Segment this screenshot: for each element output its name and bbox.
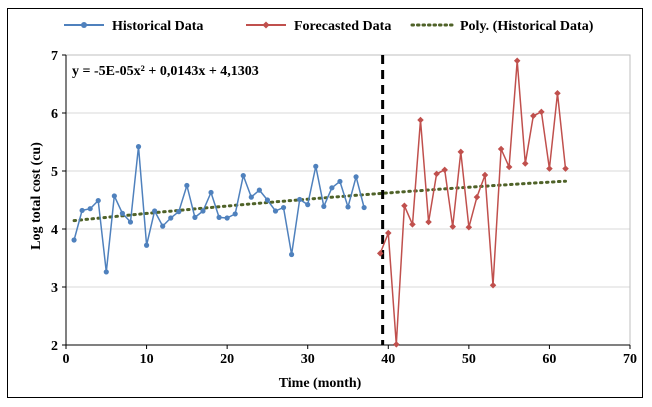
forecasted-data-point	[546, 165, 553, 172]
historical-data-point	[119, 210, 125, 216]
y-axis-title: Log total cost (cu)	[29, 142, 44, 250]
forecasted-data-point	[449, 223, 456, 230]
historical-data-point	[176, 209, 182, 215]
plot-border	[62, 54, 631, 349]
historical-data-point	[87, 206, 93, 212]
historical-data-point	[71, 237, 77, 243]
historical-data-point	[79, 207, 85, 214]
historical-data-point	[224, 215, 230, 221]
forecasted-data-point	[465, 224, 473, 231]
historical-data-point	[264, 197, 271, 203]
forecasted-data-point	[497, 145, 505, 153]
historical-data-point	[160, 223, 166, 229]
gridlines	[66, 112, 630, 288]
x-tick-label: 30	[301, 352, 315, 367]
y-tick-label: 5	[51, 165, 58, 180]
legend-historical-marker	[81, 22, 87, 28]
forecasted-data-point	[481, 171, 489, 179]
historical-data-point	[95, 197, 101, 204]
x-tick-label: 70	[623, 352, 637, 367]
plot-area-border	[65, 54, 631, 346]
forecasted-data-point	[433, 170, 440, 178]
historical-series-line	[73, 146, 365, 272]
historical-data-point	[361, 204, 367, 211]
forecasted-data-point	[385, 229, 392, 237]
historical-data-point	[143, 242, 150, 248]
historical-data-point	[256, 187, 262, 193]
poly-trendline	[72, 179, 567, 223]
historical-data-point	[240, 173, 246, 179]
historical-data-point	[232, 211, 238, 217]
legend-label-historical: Historical Data	[112, 19, 203, 34]
historical-data-point	[127, 219, 134, 225]
historical-data-point	[248, 194, 254, 200]
legend-forecasted-marker	[262, 21, 270, 29]
trendline-equation: y = -5E-05x² + 0,0143x + 4,1303	[72, 64, 259, 79]
historical-data-point	[135, 144, 142, 150]
forecasted-data-point	[393, 341, 400, 348]
forecasted-data-point	[401, 202, 408, 210]
legend-item-forecasted: Forecasted Data	[246, 19, 391, 34]
forecasted-data-point	[457, 148, 465, 156]
forecasted-data-point	[513, 57, 521, 65]
forecasted-data-point	[425, 218, 432, 226]
forecasted-data-point	[376, 250, 384, 257]
y-tick-label: 3	[51, 281, 58, 296]
historical-data-point	[305, 202, 311, 208]
forecasted-data-point	[417, 116, 424, 124]
series-layer	[71, 57, 569, 348]
forecasted-data-point	[409, 221, 416, 228]
forecasted-data-point	[441, 166, 448, 174]
historical-data-point	[208, 189, 214, 196]
forecasted-data-point	[562, 165, 569, 172]
historical-data-point	[313, 163, 319, 169]
historical-data-point	[280, 204, 287, 211]
y-tick-label: 6	[51, 107, 58, 122]
legend-item-poly: Poly. (Historical Data)	[410, 19, 594, 34]
historical-data-point	[353, 174, 359, 180]
forecasted-data-point	[473, 193, 481, 201]
historical-data-point	[103, 269, 109, 275]
historical-data-point	[111, 193, 117, 199]
historical-data-point	[152, 208, 158, 214]
historical-data-point	[184, 182, 190, 189]
forecasted-data-point	[554, 90, 561, 97]
x-tick-label: 60	[542, 352, 556, 367]
legend: Historical Data Forecasted Data Poly. (H…	[64, 19, 594, 34]
legend-label-forecasted: Forecasted Data	[294, 19, 391, 34]
x-tick-label: 40	[381, 352, 395, 367]
historical-data-point	[216, 214, 222, 220]
forecasted-data-point	[530, 112, 537, 120]
x-axis-title: Time (month)	[279, 376, 362, 391]
y-tick-label: 2	[51, 339, 58, 354]
y-tick-label: 4	[51, 223, 58, 238]
x-tick-label: 50	[462, 352, 476, 367]
trendline-layer	[72, 179, 567, 223]
chart-frame: 2 3 4 5 6 7 0 10 20 30 40 50 60 70 y = -5E-05x² + 0,0…	[7, 8, 643, 398]
historical-data-point	[200, 208, 206, 214]
forecasted-data-point	[538, 108, 545, 116]
forecasted-series-line	[379, 60, 567, 345]
historical-data-point	[168, 215, 174, 221]
historical-data-point	[337, 178, 343, 185]
historical-data-point	[297, 196, 303, 203]
x-tick-label: 20	[220, 352, 234, 367]
x-tick-label: 10	[140, 352, 154, 367]
historical-data-point	[321, 203, 327, 209]
forecasted-data-point	[489, 282, 497, 289]
historical-data-point	[192, 214, 198, 220]
legend-item-historical: Historical Data	[64, 19, 203, 34]
historical-data-point	[289, 251, 295, 258]
x-tick-label: 0	[63, 352, 70, 367]
y-tick-label: 7	[51, 49, 58, 64]
historical-data-point	[329, 185, 335, 191]
historical-data-point	[272, 208, 279, 214]
forecasted-data-point	[522, 160, 529, 167]
historical-data-point	[345, 204, 351, 210]
forecasted-data-point	[505, 163, 513, 171]
legend-label-poly: Poly. (Historical Data)	[460, 19, 594, 34]
